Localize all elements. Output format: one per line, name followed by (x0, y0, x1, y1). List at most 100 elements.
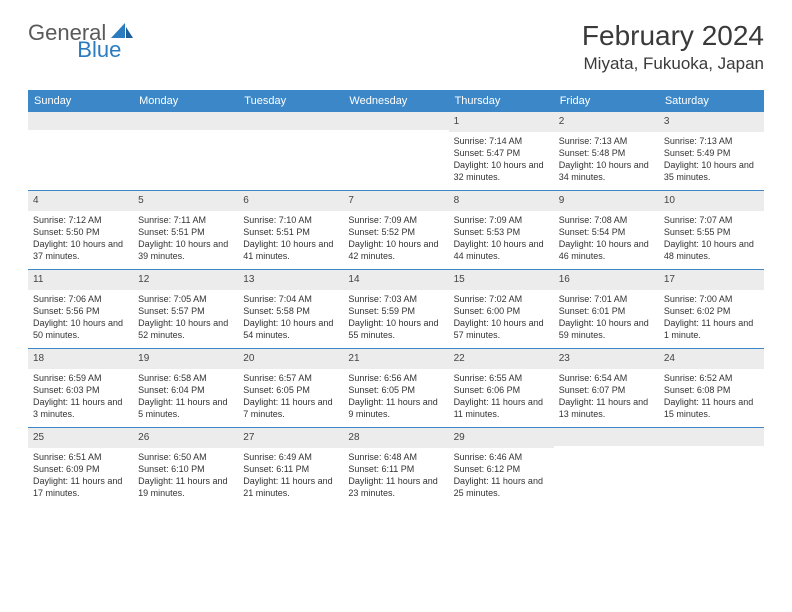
title-block: February 2024 Miyata, Fukuoka, Japan (582, 20, 764, 74)
daylight-text: Daylight: 10 hours and 46 minutes. (559, 238, 654, 262)
sunset-text: Sunset: 5:53 PM (454, 226, 549, 238)
daylight-text: Daylight: 10 hours and 55 minutes. (348, 317, 443, 341)
sunset-text: Sunset: 5:51 PM (243, 226, 338, 238)
sunset-text: Sunset: 5:49 PM (664, 147, 759, 159)
daylight-text: Daylight: 11 hours and 19 minutes. (138, 475, 233, 499)
day-header-row: Sunday Monday Tuesday Wednesday Thursday… (28, 90, 764, 112)
logo-text-blue: Blue (77, 37, 121, 63)
daylight-text: Daylight: 11 hours and 3 minutes. (33, 396, 128, 420)
sunrise-text: Sunrise: 6:48 AM (348, 451, 443, 463)
day-number: 24 (659, 349, 764, 369)
sunrise-text: Sunrise: 6:49 AM (243, 451, 338, 463)
day-cell: 8Sunrise: 7:09 AMSunset: 5:53 PMDaylight… (449, 191, 554, 269)
day-body: Sunrise: 6:51 AMSunset: 6:09 PMDaylight:… (28, 448, 133, 505)
day-number: 18 (28, 349, 133, 369)
daylight-text: Daylight: 11 hours and 21 minutes. (243, 475, 338, 499)
day-header-fri: Friday (554, 90, 659, 112)
day-number: 28 (343, 428, 448, 448)
sunset-text: Sunset: 5:59 PM (348, 305, 443, 317)
week-row: 4Sunrise: 7:12 AMSunset: 5:50 PMDaylight… (28, 190, 764, 269)
day-number (133, 112, 238, 130)
day-body: Sunrise: 6:58 AMSunset: 6:04 PMDaylight:… (133, 369, 238, 426)
day-body: Sunrise: 6:52 AMSunset: 6:08 PMDaylight:… (659, 369, 764, 426)
day-number: 6 (238, 191, 343, 211)
daylight-text: Daylight: 10 hours and 48 minutes. (664, 238, 759, 262)
week-row: 25Sunrise: 6:51 AMSunset: 6:09 PMDayligh… (28, 427, 764, 506)
day-body: Sunrise: 7:04 AMSunset: 5:58 PMDaylight:… (238, 290, 343, 347)
sunset-text: Sunset: 5:56 PM (33, 305, 128, 317)
day-cell (238, 112, 343, 190)
daylight-text: Daylight: 10 hours and 54 minutes. (243, 317, 338, 341)
weeks-container: 1Sunrise: 7:14 AMSunset: 5:47 PMDaylight… (28, 112, 764, 506)
day-number: 22 (449, 349, 554, 369)
day-number: 11 (28, 270, 133, 290)
day-cell: 24Sunrise: 6:52 AMSunset: 6:08 PMDayligh… (659, 349, 764, 427)
day-header-tue: Tuesday (238, 90, 343, 112)
day-body: Sunrise: 6:48 AMSunset: 6:11 PMDaylight:… (343, 448, 448, 505)
sunrise-text: Sunrise: 6:51 AM (33, 451, 128, 463)
sunset-text: Sunset: 6:08 PM (664, 384, 759, 396)
sunrise-text: Sunrise: 7:13 AM (664, 135, 759, 147)
day-cell (554, 428, 659, 506)
daylight-text: Daylight: 11 hours and 11 minutes. (454, 396, 549, 420)
sunset-text: Sunset: 5:47 PM (454, 147, 549, 159)
sunset-text: Sunset: 5:58 PM (243, 305, 338, 317)
sunrise-text: Sunrise: 7:00 AM (664, 293, 759, 305)
day-number: 14 (343, 270, 448, 290)
sunrise-text: Sunrise: 6:55 AM (454, 372, 549, 384)
sunset-text: Sunset: 5:51 PM (138, 226, 233, 238)
sunrise-text: Sunrise: 7:08 AM (559, 214, 654, 226)
day-cell: 17Sunrise: 7:00 AMSunset: 6:02 PMDayligh… (659, 270, 764, 348)
sunrise-text: Sunrise: 7:07 AM (664, 214, 759, 226)
day-cell: 13Sunrise: 7:04 AMSunset: 5:58 PMDayligh… (238, 270, 343, 348)
week-row: 18Sunrise: 6:59 AMSunset: 6:03 PMDayligh… (28, 348, 764, 427)
logo: General Blue (28, 20, 183, 46)
day-number: 2 (554, 112, 659, 132)
day-number: 21 (343, 349, 448, 369)
day-number: 5 (133, 191, 238, 211)
day-cell: 10Sunrise: 7:07 AMSunset: 5:55 PMDayligh… (659, 191, 764, 269)
daylight-text: Daylight: 10 hours and 44 minutes. (454, 238, 549, 262)
day-cell: 28Sunrise: 6:48 AMSunset: 6:11 PMDayligh… (343, 428, 448, 506)
day-cell: 14Sunrise: 7:03 AMSunset: 5:59 PMDayligh… (343, 270, 448, 348)
sunrise-text: Sunrise: 6:56 AM (348, 372, 443, 384)
sunset-text: Sunset: 6:00 PM (454, 305, 549, 317)
day-cell: 3Sunrise: 7:13 AMSunset: 5:49 PMDaylight… (659, 112, 764, 190)
day-cell: 20Sunrise: 6:57 AMSunset: 6:05 PMDayligh… (238, 349, 343, 427)
daylight-text: Daylight: 10 hours and 35 minutes. (664, 159, 759, 183)
daylight-text: Daylight: 11 hours and 9 minutes. (348, 396, 443, 420)
daylight-text: Daylight: 11 hours and 15 minutes. (664, 396, 759, 420)
day-header-thu: Thursday (449, 90, 554, 112)
day-body: Sunrise: 6:46 AMSunset: 6:12 PMDaylight:… (449, 448, 554, 505)
day-body: Sunrise: 7:08 AMSunset: 5:54 PMDaylight:… (554, 211, 659, 268)
day-body: Sunrise: 7:09 AMSunset: 5:52 PMDaylight:… (343, 211, 448, 268)
sunset-text: Sunset: 5:57 PM (138, 305, 233, 317)
day-cell: 16Sunrise: 7:01 AMSunset: 6:01 PMDayligh… (554, 270, 659, 348)
day-cell: 25Sunrise: 6:51 AMSunset: 6:09 PMDayligh… (28, 428, 133, 506)
sunrise-text: Sunrise: 6:54 AM (559, 372, 654, 384)
day-body: Sunrise: 6:55 AMSunset: 6:06 PMDaylight:… (449, 369, 554, 426)
sunset-text: Sunset: 6:03 PM (33, 384, 128, 396)
day-number: 9 (554, 191, 659, 211)
sunrise-text: Sunrise: 7:12 AM (33, 214, 128, 226)
daylight-text: Daylight: 11 hours and 23 minutes. (348, 475, 443, 499)
day-cell: 2Sunrise: 7:13 AMSunset: 5:48 PMDaylight… (554, 112, 659, 190)
sunset-text: Sunset: 6:11 PM (348, 463, 443, 475)
day-cell: 15Sunrise: 7:02 AMSunset: 6:00 PMDayligh… (449, 270, 554, 348)
day-cell (28, 112, 133, 190)
daylight-text: Daylight: 10 hours and 57 minutes. (454, 317, 549, 341)
sunset-text: Sunset: 6:04 PM (138, 384, 233, 396)
day-body: Sunrise: 7:06 AMSunset: 5:56 PMDaylight:… (28, 290, 133, 347)
daylight-text: Daylight: 10 hours and 37 minutes. (33, 238, 128, 262)
location: Miyata, Fukuoka, Japan (582, 54, 764, 74)
sunrise-text: Sunrise: 7:09 AM (454, 214, 549, 226)
sunset-text: Sunset: 6:11 PM (243, 463, 338, 475)
day-cell: 12Sunrise: 7:05 AMSunset: 5:57 PMDayligh… (133, 270, 238, 348)
day-cell: 4Sunrise: 7:12 AMSunset: 5:50 PMDaylight… (28, 191, 133, 269)
day-body: Sunrise: 7:12 AMSunset: 5:50 PMDaylight:… (28, 211, 133, 268)
sunset-text: Sunset: 6:09 PM (33, 463, 128, 475)
day-body: Sunrise: 7:10 AMSunset: 5:51 PMDaylight:… (238, 211, 343, 268)
day-body: Sunrise: 7:00 AMSunset: 6:02 PMDaylight:… (659, 290, 764, 347)
day-number: 19 (133, 349, 238, 369)
daylight-text: Daylight: 10 hours and 50 minutes. (33, 317, 128, 341)
